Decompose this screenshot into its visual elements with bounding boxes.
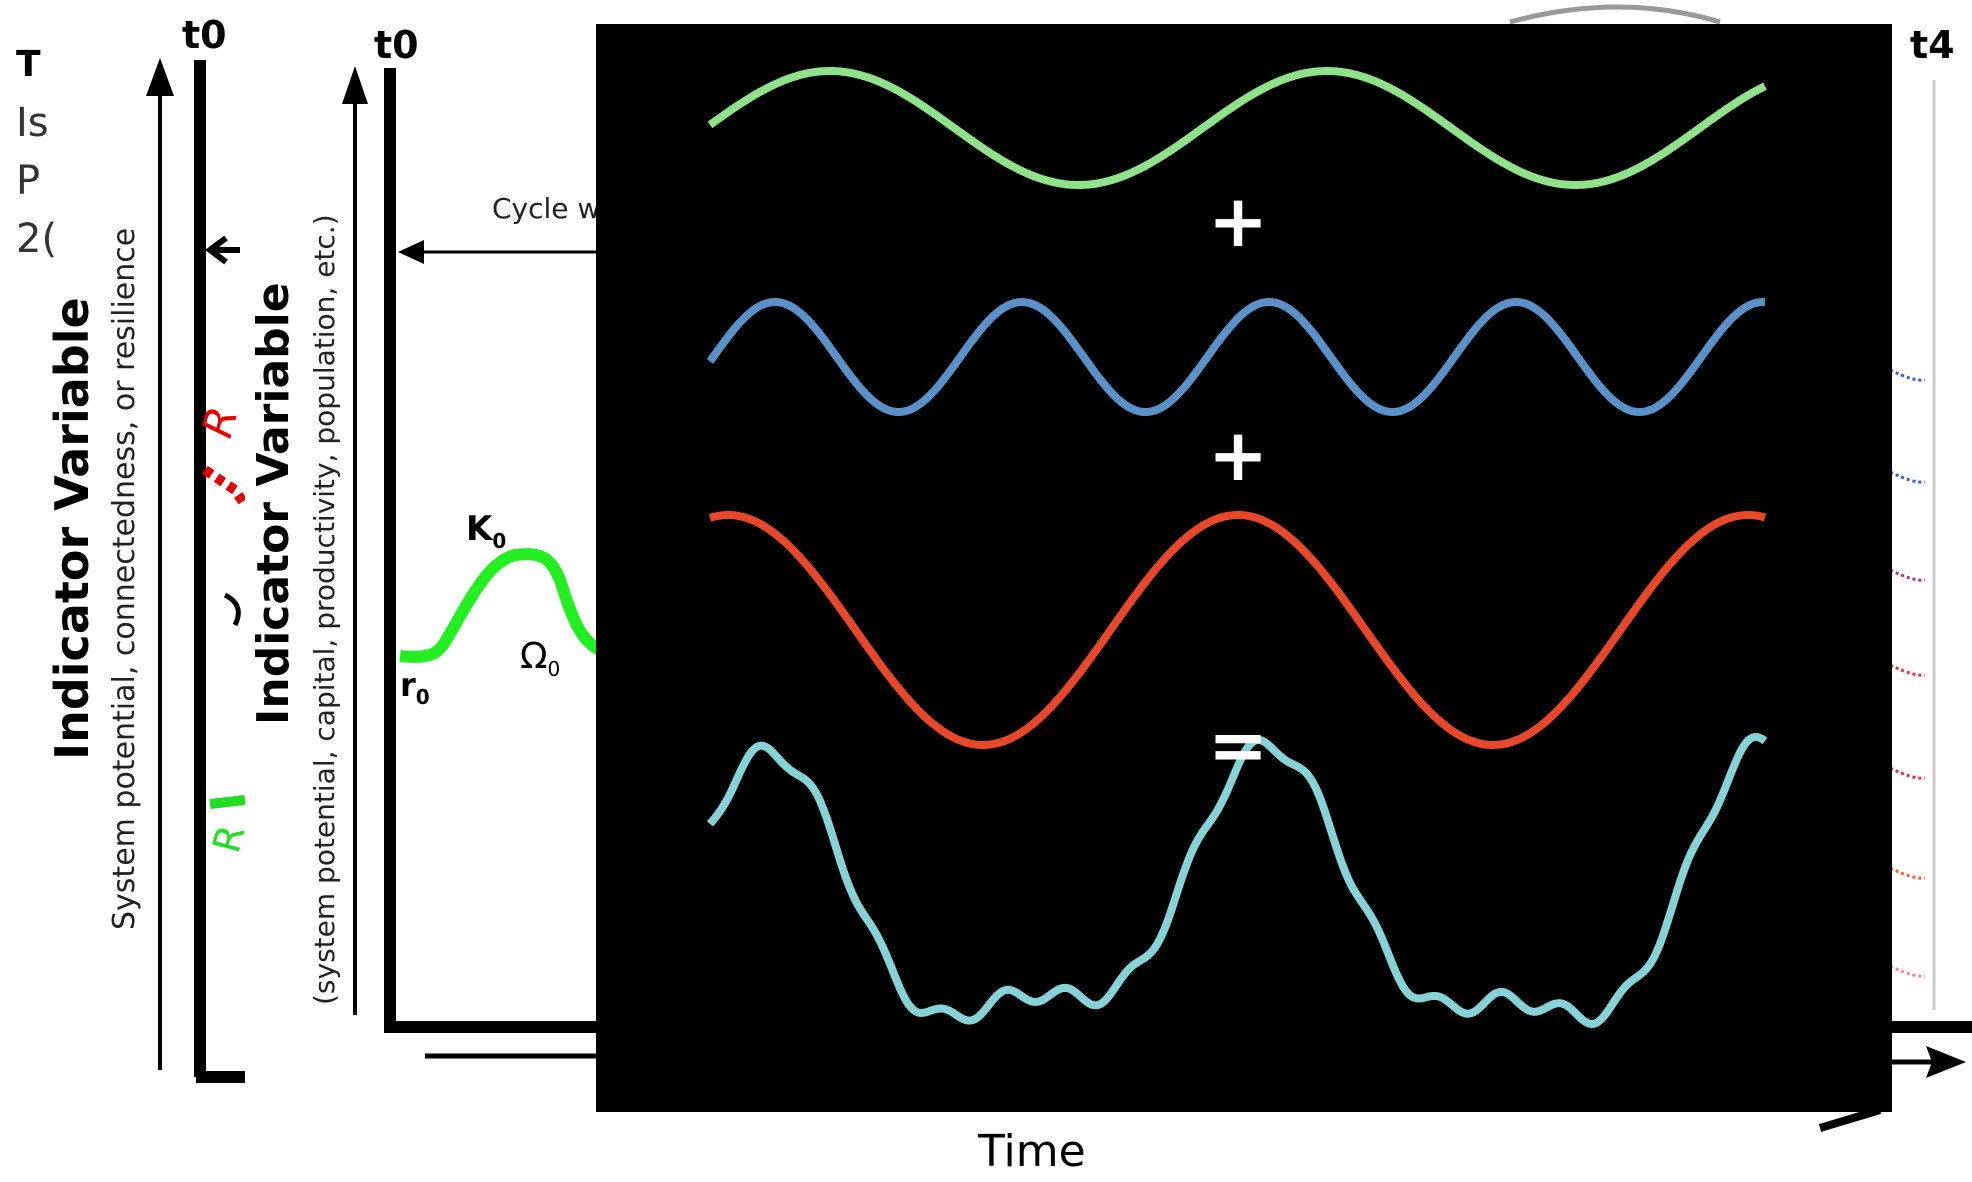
omega-subscript: 0 [548,657,561,681]
middle-time-label: t0 [374,23,419,67]
side-line-1: Is [16,100,49,146]
back-y-arrowhead [146,58,174,96]
wave-3-red [708,511,1767,749]
right-bottom-slash [1818,1106,1882,1132]
plus-sign-1: + [1208,179,1268,263]
green-cycle-curve [399,548,603,663]
equals-sign: = [1208,703,1268,787]
wave-2-blue [706,297,1766,417]
back-black-glyph [223,592,241,627]
r-subscript: 0 [416,685,430,709]
r-label: r0 [400,666,430,709]
k-label: K0 [466,509,506,553]
wave-sum-cyan [706,732,1768,1029]
back-green-stroke [209,795,246,809]
side-line-2: P [16,158,41,204]
side-line-3: 2( [16,216,58,262]
k-subscript: 0 [492,529,506,553]
plus-sign-2: + [1208,413,1268,497]
side-title: T [16,44,41,85]
k-letter: K [466,509,494,549]
r-letter: r [400,666,416,704]
wave-overlay: + + = [596,24,1892,1112]
right-time-arrowhead [1926,1046,1966,1078]
back-figure: t0 Indicator Variable System potential, … [45,13,254,1083]
middle-y-arrowhead [342,66,368,104]
cycle-text: Cycle w [492,192,600,225]
back-time-label: t0 [182,13,227,57]
middle-ylabel: Indicator Variable [248,282,299,725]
wave-1-green [707,67,1767,189]
middle-xlabel: Time [977,1126,1086,1177]
omega-label: Ω0 [520,636,560,681]
cycle-arrowhead [398,240,424,264]
back-small-arrow [205,235,240,265]
back-ysub: System potential, connectedness, or resi… [107,228,142,930]
middle-ysub: (system potential, capital, productivity… [308,214,341,1005]
back-red-dots [202,465,250,508]
omega-letter: Ω [520,636,548,677]
back-ylabel: Indicator Variable [45,297,99,760]
right-top-arc [1509,4,1721,25]
right-time-label: t4 [1910,23,1955,67]
